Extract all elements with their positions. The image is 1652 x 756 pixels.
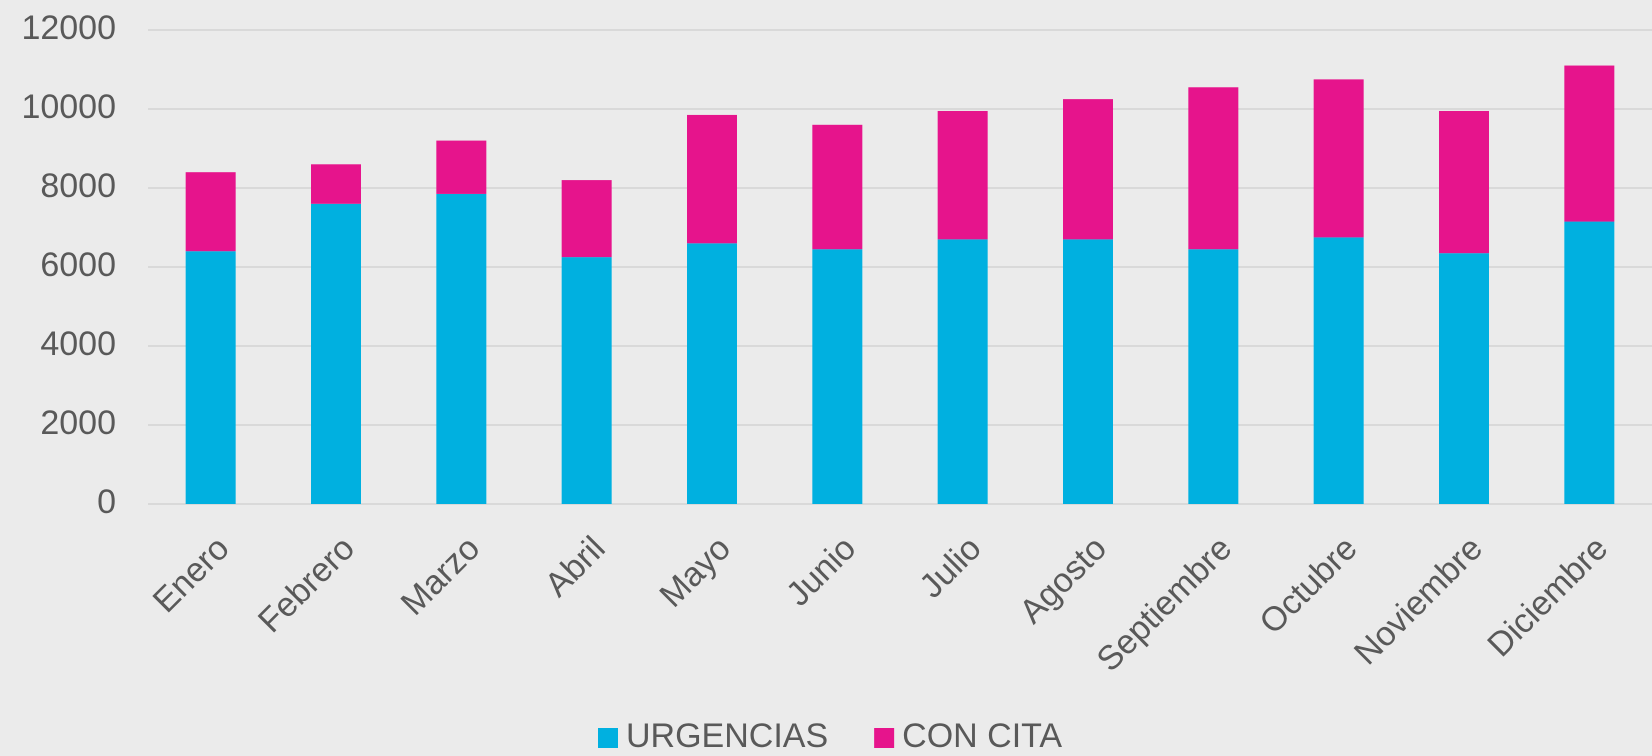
legend-swatch: [598, 728, 618, 748]
bar-segment: [1188, 87, 1239, 250]
bar-segment: [1188, 249, 1239, 504]
bar-segment: [436, 193, 487, 505]
y-tick-label: 10000: [21, 88, 116, 126]
bar-segment: [687, 243, 737, 505]
y-tick-label: 12000: [21, 9, 116, 47]
x-tick-label: Noviembre: [1347, 529, 1490, 672]
x-tick-label: Mayo: [652, 529, 738, 615]
bar-segment: [1564, 65, 1615, 222]
x-tick-label: Julio: [912, 529, 988, 605]
x-tick-label: Marzo: [394, 529, 488, 623]
bar-segment: [311, 203, 361, 505]
legend-swatch: [874, 728, 895, 748]
bar-segment: [311, 164, 361, 204]
x-tick-label: Diciembre: [1480, 529, 1615, 664]
bar-segment: [561, 257, 612, 504]
bar-segment: [1439, 253, 1489, 504]
x-tick-label: Agosto: [1012, 529, 1114, 631]
bar-segment: [185, 172, 236, 252]
bar-segment: [1439, 110, 1489, 254]
x-tick-label: Enero: [146, 529, 237, 620]
bar-segment: [1063, 239, 1113, 504]
bar-segment: [937, 239, 988, 504]
bar-segment: [436, 140, 487, 194]
x-tick-label: Junio: [779, 529, 863, 613]
legend-label: URGENCIAS: [626, 717, 828, 755]
bar-segment: [812, 249, 863, 504]
bar-segment: [1564, 221, 1615, 504]
bar-segment: [1313, 237, 1364, 504]
x-tick-label: Abril: [538, 529, 613, 604]
bar-segment: [812, 124, 863, 250]
x-tick-label: Febrero: [251, 529, 362, 640]
y-tick-label: 6000: [40, 246, 116, 284]
y-tick-label: 4000: [40, 325, 116, 363]
legend-label: CON CITA: [902, 717, 1062, 755]
bar-segment: [1063, 99, 1113, 240]
y-tick-label: 0: [97, 483, 116, 521]
x-tick-label: Octubre: [1252, 529, 1364, 641]
bar-segment: [937, 110, 988, 240]
x-tick-label: Septiembre: [1090, 529, 1240, 679]
bar-segment: [185, 251, 236, 504]
bar-segment: [561, 180, 612, 258]
y-tick-label: 8000: [40, 167, 116, 205]
bar-segment: [687, 114, 737, 244]
bar-segment: [1313, 79, 1364, 238]
y-tick-label: 2000: [40, 404, 116, 442]
